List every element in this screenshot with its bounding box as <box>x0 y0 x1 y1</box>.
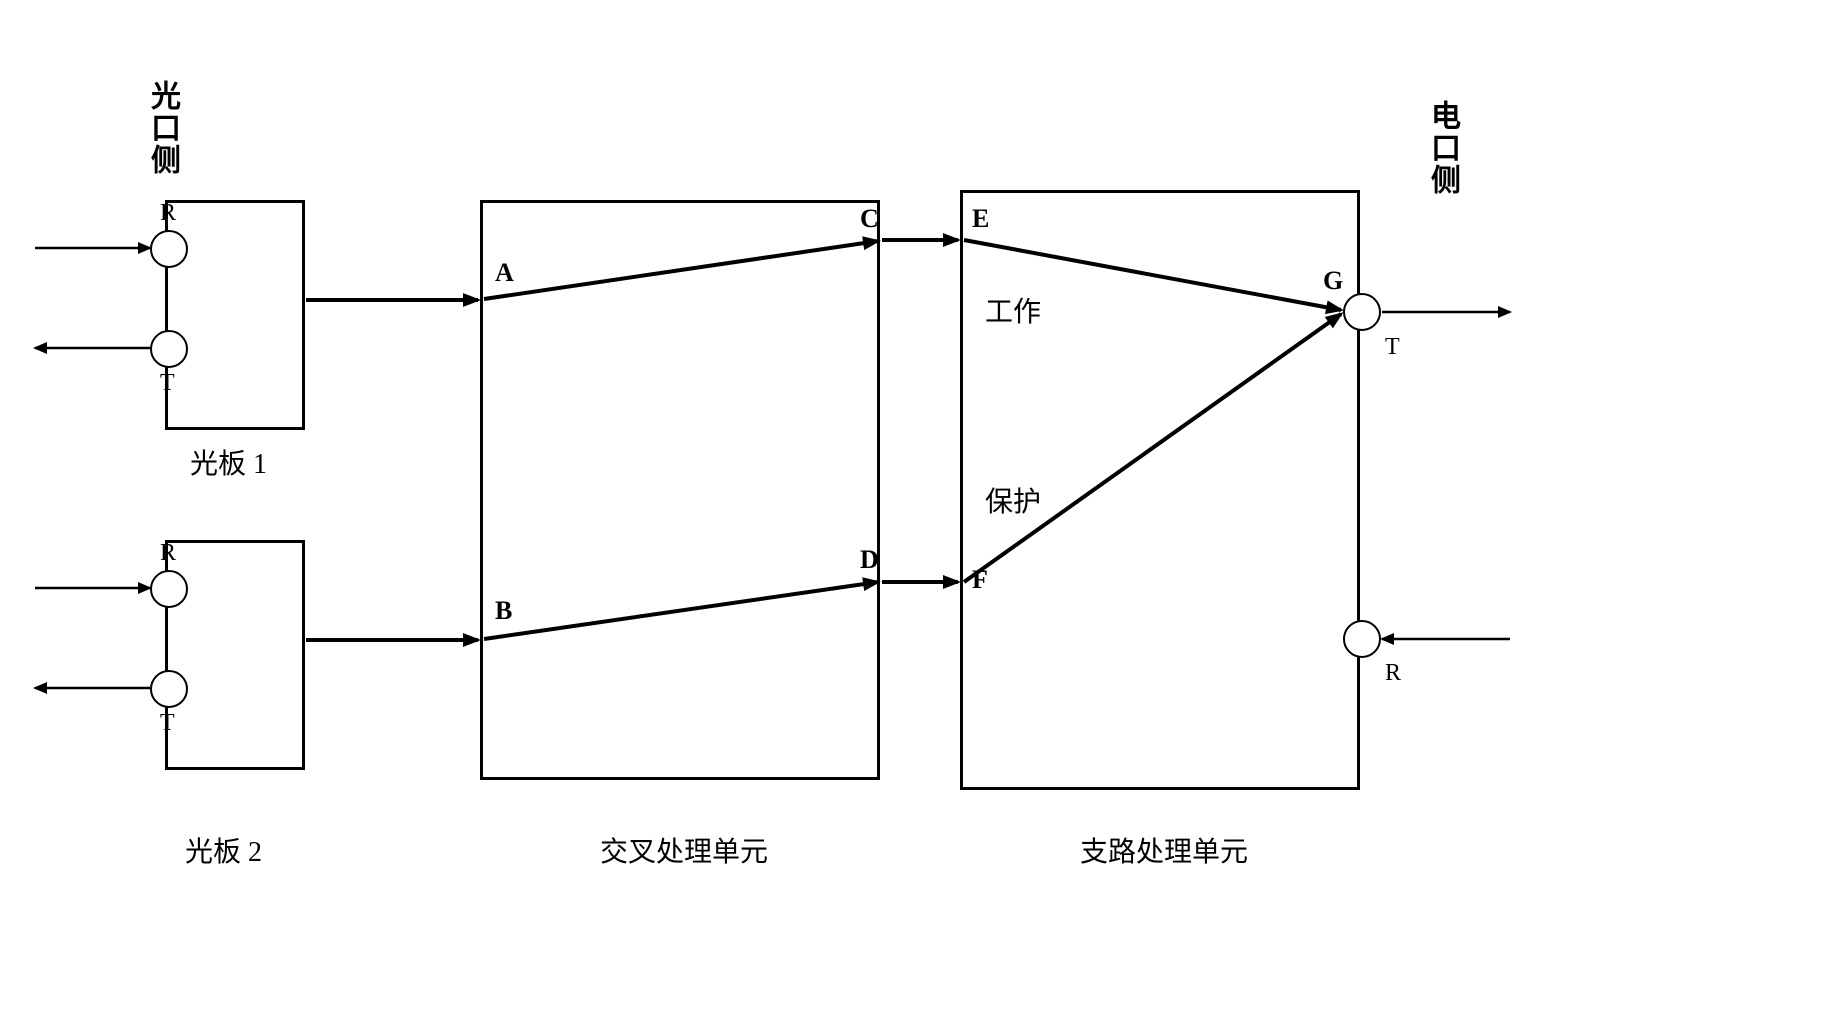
ob1-r-label: R <box>160 200 176 227</box>
ob2-t-label: T <box>160 710 175 737</box>
optical-board-2 <box>165 540 305 770</box>
ob1-t-label: T <box>160 370 175 397</box>
electrical-side-label: 电口侧 <box>1420 100 1464 196</box>
protection-label: 保护 <box>985 480 1041 520</box>
ob2-r-port <box>150 570 188 608</box>
working-label: 工作 <box>985 290 1041 330</box>
optical-board-1-label: 光板 1 <box>190 442 267 482</box>
network-protection-diagram: 光口侧 电口侧 光板 1 光板 2 交叉处理单元 支路处理单元 R T R T … <box>0 0 1829 1010</box>
connection-arrows <box>0 0 1829 1010</box>
trib-g-port <box>1343 293 1381 331</box>
trib-r-port <box>1343 620 1381 658</box>
node-d-label: D <box>860 545 879 575</box>
ob1-r-port <box>150 230 188 268</box>
trib-g-node-label: G <box>1323 266 1343 296</box>
optical-side-label: 光口侧 <box>140 80 184 176</box>
tributary-unit-label: 支路处理单元 <box>1080 830 1248 870</box>
cross-connect-unit <box>480 200 880 780</box>
ob2-t-port <box>150 670 188 708</box>
node-e-label: E <box>972 204 989 234</box>
optical-board-1 <box>165 200 305 430</box>
ob2-r-label: R <box>160 540 176 567</box>
node-b-label: B <box>495 596 512 626</box>
optical-board-2-label: 光板 2 <box>185 830 262 870</box>
node-c-label: C <box>860 204 879 234</box>
node-a-label: A <box>495 258 514 288</box>
node-f-label: F <box>972 565 988 595</box>
cross-connect-unit-label: 交叉处理单元 <box>600 830 768 870</box>
trib-t-label: T <box>1385 334 1400 361</box>
trib-r-label: R <box>1385 660 1401 687</box>
ob1-t-port <box>150 330 188 368</box>
